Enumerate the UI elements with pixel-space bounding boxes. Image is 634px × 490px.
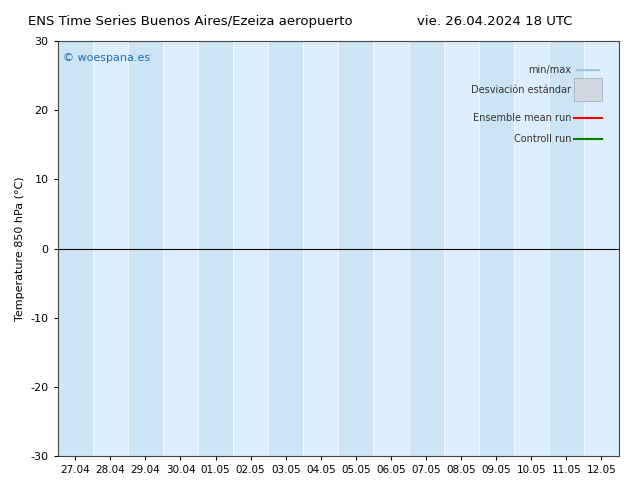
Bar — [479, 41, 514, 456]
Text: Controll run: Controll run — [514, 134, 571, 144]
Bar — [574, 78, 602, 101]
Bar — [198, 41, 233, 456]
Bar — [373, 41, 408, 456]
Bar — [268, 41, 303, 456]
Bar — [408, 41, 444, 456]
Y-axis label: Temperature 850 hPa (°C): Temperature 850 hPa (°C) — [15, 176, 25, 321]
Bar — [514, 41, 549, 456]
Bar — [58, 41, 93, 456]
Bar — [549, 41, 584, 456]
Text: min/max: min/max — [528, 65, 571, 75]
Bar — [303, 41, 339, 456]
Bar — [584, 41, 619, 456]
Bar — [163, 41, 198, 456]
Bar — [444, 41, 479, 456]
Bar — [128, 41, 163, 456]
Text: Desviación estándar: Desviación estándar — [471, 85, 571, 95]
Text: © woespana.es: © woespana.es — [63, 53, 150, 64]
Text: ENS Time Series Buenos Aires/Ezeiza aeropuerto: ENS Time Series Buenos Aires/Ezeiza aero… — [28, 15, 353, 28]
Text: Ensemble mean run: Ensemble mean run — [473, 113, 571, 123]
Bar — [339, 41, 373, 456]
Text: vie. 26.04.2024 18 UTC: vie. 26.04.2024 18 UTC — [417, 15, 573, 28]
Bar — [93, 41, 128, 456]
Bar — [233, 41, 268, 456]
